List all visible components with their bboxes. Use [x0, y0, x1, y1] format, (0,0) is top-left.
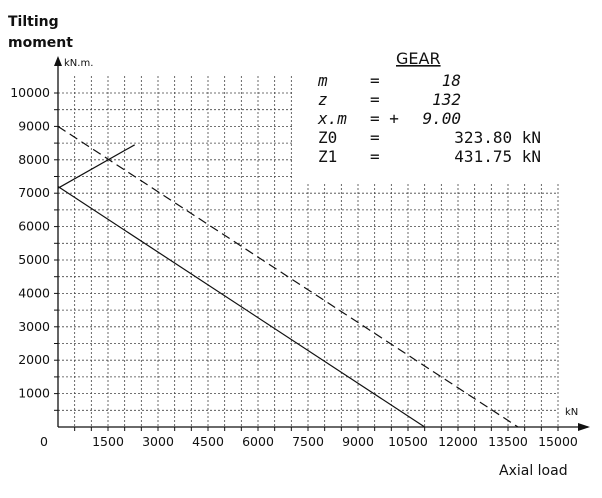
axes	[54, 56, 590, 431]
y-axis-label-line2: moment	[8, 35, 73, 51]
x-tick-label: 12000	[438, 434, 478, 449]
gear-param-name: Z1	[318, 147, 337, 166]
gear-param-name: x.m	[317, 109, 347, 128]
x-tick-label: 6000	[242, 434, 274, 449]
y-tick-label: 9000	[18, 118, 50, 133]
x-axis-arrow	[578, 423, 590, 431]
gear-param-value: 323.80 kN	[454, 128, 541, 147]
gear-param-name: m	[317, 71, 328, 90]
x-axis-label: Axial load	[499, 463, 568, 479]
gear-param-equals: =	[370, 90, 380, 109]
gear-param-equals: =	[370, 128, 380, 147]
series-line-1	[57, 185, 426, 428]
x-tick-label: 10500	[388, 434, 428, 449]
x-tick-label: 3000	[142, 434, 174, 449]
x-tick-label: 15000	[538, 434, 578, 449]
gear-param-name: z	[318, 90, 328, 109]
y-tick-label: 4000	[18, 285, 50, 300]
x-tick-label: 0	[40, 434, 48, 449]
y-axis-unit: kN.m.	[64, 58, 93, 69]
series-line-3	[57, 144, 135, 189]
y-tick-label: 6000	[18, 219, 50, 234]
gear-annotation: GEAR m = 18 z = 132 x.m = + 9.00 Z0 = 323.80 kN Z1 = 4…	[317, 49, 541, 166]
y-tick-label: 5000	[18, 252, 50, 267]
x-axis-unit: kN	[565, 407, 578, 418]
gear-param-name: Z0	[318, 128, 337, 147]
gear-param-equals: =	[370, 71, 380, 90]
series-line-2	[57, 125, 519, 428]
tick-labels: 1000 2000 3000 4000 5000 6000 7000 8000 9000 1000…	[10, 85, 578, 449]
y-tick-label: 2000	[18, 352, 50, 367]
gear-param-value: 9.00	[422, 109, 461, 128]
gear-title: GEAR	[396, 49, 441, 68]
y-tick-label: 3000	[18, 319, 50, 334]
x-tick-label: 7500	[292, 434, 324, 449]
x-tick-label: 1500	[92, 434, 124, 449]
y-tick-label: 1000	[18, 386, 50, 401]
x-tick-label: 13500	[488, 434, 528, 449]
x-tick-label: 9000	[342, 434, 374, 449]
gear-param-equals: =	[370, 147, 380, 166]
x-tick-label: 4500	[192, 434, 224, 449]
y-axis-arrow	[54, 56, 62, 66]
gear-param-value: 132	[432, 90, 461, 109]
annotation-background	[292, 44, 562, 182]
y-tick-label: 7000	[18, 185, 50, 200]
gear-param-value: 431.75 kN	[454, 147, 541, 166]
gear-param-equals: = +	[370, 109, 399, 128]
y-tick-label: 8000	[18, 152, 50, 167]
y-tick-label: 10000	[10, 85, 50, 100]
series-lines	[57, 125, 519, 428]
y-axis-label-line1: Tilting	[8, 14, 59, 30]
gear-param-value: 18	[442, 71, 461, 90]
